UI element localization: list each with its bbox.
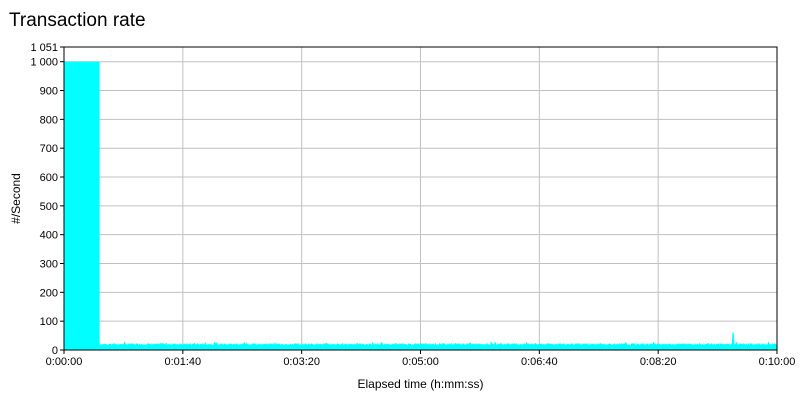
y-tick-label: 200 [40, 287, 58, 299]
y-tick-label: 100 [40, 316, 58, 328]
x-tick-label: 0:01:40 [164, 356, 201, 368]
y-tick-label: 1 051 [30, 42, 58, 54]
y-axis-ticks: 0 100 200 300 400 500 600 700 800 900 1 000 1 051 [30, 42, 64, 357]
x-tick-label: 0:08:20 [640, 356, 677, 368]
initial-rate-bar [64, 62, 100, 350]
grid-lines [64, 47, 777, 350]
y-tick-label: 900 [40, 86, 58, 98]
y-tick-label: 800 [40, 114, 58, 126]
y-tick-label: 600 [40, 172, 58, 184]
x-tick-label: 0:06:40 [521, 356, 558, 368]
y-tick-label: 1 000 [30, 57, 58, 69]
y-tick-label: 400 [40, 230, 58, 242]
x-axis-ticks: 0:00:00 0:01:40 0:03:20 0:05:00 0:06:40 0:08:… [46, 350, 796, 368]
y-tick-label: 500 [40, 201, 58, 213]
y-tick-label: 300 [40, 259, 58, 271]
x-tick-label: 0:05:00 [402, 356, 439, 368]
y-tick-label: 0 [52, 345, 58, 357]
y-axis-label: #/Second [9, 173, 23, 224]
x-axis-label: Elapsed time (h:mm:ss) [357, 377, 483, 391]
x-tick-label: 0:10:00 [759, 356, 796, 368]
x-tick-label: 0:00:00 [46, 356, 83, 368]
x-tick-label: 0:03:20 [283, 356, 320, 368]
y-tick-label: 700 [40, 143, 58, 155]
baseline-rate-area [100, 333, 777, 350]
